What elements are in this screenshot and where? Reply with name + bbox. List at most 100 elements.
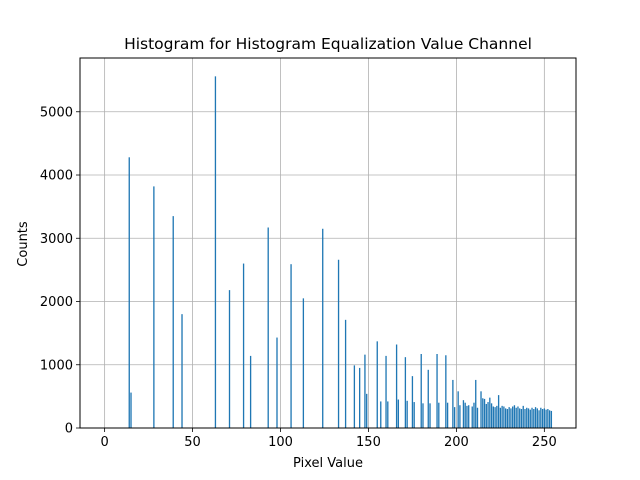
histogram-bar bbox=[482, 398, 484, 428]
histogram-bar bbox=[494, 407, 496, 428]
x-tick-label: 150 bbox=[356, 435, 381, 450]
histogram-bar bbox=[353, 365, 356, 428]
histogram-bar bbox=[172, 216, 174, 428]
histogram-bar bbox=[548, 410, 551, 428]
histogram-bar bbox=[513, 405, 516, 428]
histogram-bar bbox=[267, 227, 269, 428]
histogram-bar bbox=[128, 157, 130, 429]
histogram-bar bbox=[480, 391, 482, 428]
histogram-bar bbox=[522, 405, 524, 428]
histogram-bar bbox=[512, 406, 514, 428]
histogram-bar bbox=[387, 401, 389, 428]
chart-title: Histogram for Histogram Equalization Val… bbox=[124, 35, 532, 53]
histogram-bar bbox=[427, 369, 429, 428]
histogram-bar bbox=[471, 406, 473, 428]
histogram-bar bbox=[517, 406, 519, 428]
histogram-bar bbox=[473, 402, 475, 428]
x-axis-title: Pixel Value bbox=[293, 456, 363, 471]
histogram-bar bbox=[501, 405, 503, 428]
histogram-bar bbox=[526, 407, 528, 428]
y-tick-label: 2000 bbox=[40, 295, 73, 310]
histogram-bar bbox=[395, 344, 398, 428]
x-tick-label: 100 bbox=[268, 435, 293, 450]
histogram-bar bbox=[475, 379, 477, 428]
histogram-bar bbox=[490, 403, 493, 428]
histogram-bar bbox=[397, 399, 400, 428]
histogram-bar bbox=[503, 406, 505, 428]
histogram-bar bbox=[476, 407, 479, 428]
histogram-bar bbox=[214, 76, 217, 428]
histogram-bar bbox=[499, 407, 502, 428]
histogram-bar bbox=[468, 405, 470, 428]
histogram-bar bbox=[550, 410, 553, 428]
histogram-bar bbox=[533, 409, 535, 428]
histogram-bar bbox=[436, 354, 438, 428]
y-tick-label: 3000 bbox=[40, 232, 73, 247]
histogram-bar bbox=[359, 367, 361, 428]
histogram-bar bbox=[404, 357, 407, 428]
x-tick-label: 250 bbox=[532, 435, 557, 450]
histogram-bar bbox=[446, 402, 449, 428]
x-tick-label: 50 bbox=[184, 435, 201, 450]
histogram-bar bbox=[366, 393, 368, 428]
histogram-bar bbox=[242, 263, 245, 428]
histogram-bar bbox=[496, 405, 498, 428]
ticks: 0 50 100 150 200 250 0 1000 2000 3000 4000 5000 bbox=[40, 105, 557, 450]
histogram-bar bbox=[385, 355, 387, 428]
histogram-bar bbox=[406, 400, 408, 428]
histogram-bar bbox=[515, 407, 517, 428]
histogram-bar bbox=[538, 410, 540, 428]
histogram-bar bbox=[508, 407, 510, 428]
histogram-bar bbox=[364, 354, 366, 428]
histogram-bar bbox=[459, 405, 461, 428]
histogram-bar bbox=[130, 392, 132, 428]
histogram-bar bbox=[531, 407, 533, 428]
histogram-bar bbox=[520, 409, 523, 428]
histogram-bar bbox=[489, 397, 491, 428]
histogram-bar bbox=[438, 402, 440, 428]
x-tick-label: 200 bbox=[444, 435, 469, 450]
histogram-bar bbox=[462, 400, 465, 428]
histogram-bar bbox=[543, 408, 545, 428]
histogram-bar bbox=[457, 391, 459, 428]
histogram-bar bbox=[302, 298, 305, 428]
histogram-bar bbox=[376, 341, 378, 428]
histogram-bar bbox=[510, 408, 512, 428]
histogram-bar bbox=[344, 319, 347, 428]
plot-frame bbox=[79, 57, 577, 429]
histogram-bar bbox=[541, 409, 544, 428]
histogram-bar bbox=[506, 409, 509, 428]
y-tick-label: 5000 bbox=[40, 105, 73, 120]
histogram-bar bbox=[276, 337, 278, 428]
y-tick-label: 0 bbox=[65, 422, 73, 437]
histogram-bar bbox=[422, 403, 424, 428]
grid bbox=[80, 58, 576, 429]
histogram-bar bbox=[249, 355, 252, 428]
histogram-bar bbox=[290, 264, 292, 428]
histogram-bar bbox=[411, 376, 414, 428]
y-tick-label: 1000 bbox=[40, 358, 73, 373]
histogram-bar bbox=[485, 403, 487, 428]
histogram-bar bbox=[545, 409, 547, 428]
histogram-bar bbox=[228, 290, 231, 428]
histogram-bar bbox=[380, 401, 382, 428]
histogram-bar bbox=[452, 379, 454, 428]
histogram-bar bbox=[453, 407, 456, 428]
histogram-bar bbox=[519, 408, 521, 428]
histogram-bar bbox=[322, 228, 324, 428]
histogram-bar bbox=[464, 402, 466, 428]
histogram-bar bbox=[153, 186, 155, 428]
histogram-bar bbox=[487, 402, 489, 428]
histogram-bar bbox=[504, 408, 507, 428]
histogram-bar bbox=[534, 407, 537, 428]
histogram-bar bbox=[524, 409, 526, 428]
histogram-bar bbox=[527, 408, 530, 428]
x-tick-label: 0 bbox=[100, 435, 108, 450]
histogram-bar bbox=[337, 259, 340, 428]
bars bbox=[128, 76, 553, 429]
histogram-bar bbox=[540, 407, 542, 428]
y-axis-title: Counts bbox=[16, 221, 31, 267]
histogram-bar bbox=[466, 405, 468, 428]
